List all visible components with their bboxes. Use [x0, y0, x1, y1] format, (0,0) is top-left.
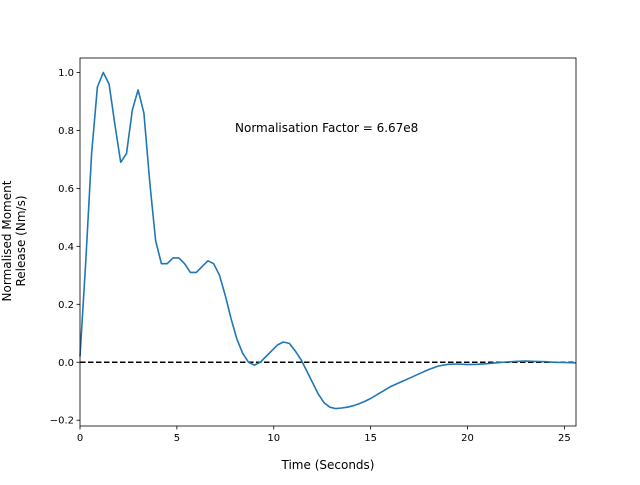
x-tick-label: 20 — [461, 433, 474, 444]
x-tick-label: 25 — [558, 433, 571, 444]
plot-layer: 0 5 10 15 20 25 −0.2 0.0 0.2 0.4 0.6 0.8 1.0 — [50, 57, 577, 444]
y-tick-label: 0.8 — [58, 126, 74, 137]
series-line-0 — [79, 71, 577, 410]
normalisation-annotation: Normalisation Factor = 6.67e8 — [235, 121, 418, 135]
y-tick-label: 0.2 — [58, 300, 74, 311]
y-axis-label-line2: Release (Nm/s) — [14, 195, 28, 286]
x-tick-label: 5 — [174, 433, 180, 444]
y-tick-label: 1.0 — [58, 68, 74, 79]
y-tick-label: 0.4 — [58, 242, 74, 253]
y-axis-label-line1: Normalised Moment — [0, 180, 14, 301]
axes-frame — [79, 57, 577, 427]
x-tick-label: 0 — [77, 433, 83, 444]
y-tick-label: 0.6 — [58, 184, 74, 195]
y-tick-label: −0.2 — [50, 416, 74, 427]
x-tick-label: 10 — [267, 433, 280, 444]
x-tick-label: 15 — [364, 433, 377, 444]
y-tick-label: 0.0 — [58, 358, 74, 369]
x-axis-label: Time (Seconds) — [281, 458, 375, 472]
